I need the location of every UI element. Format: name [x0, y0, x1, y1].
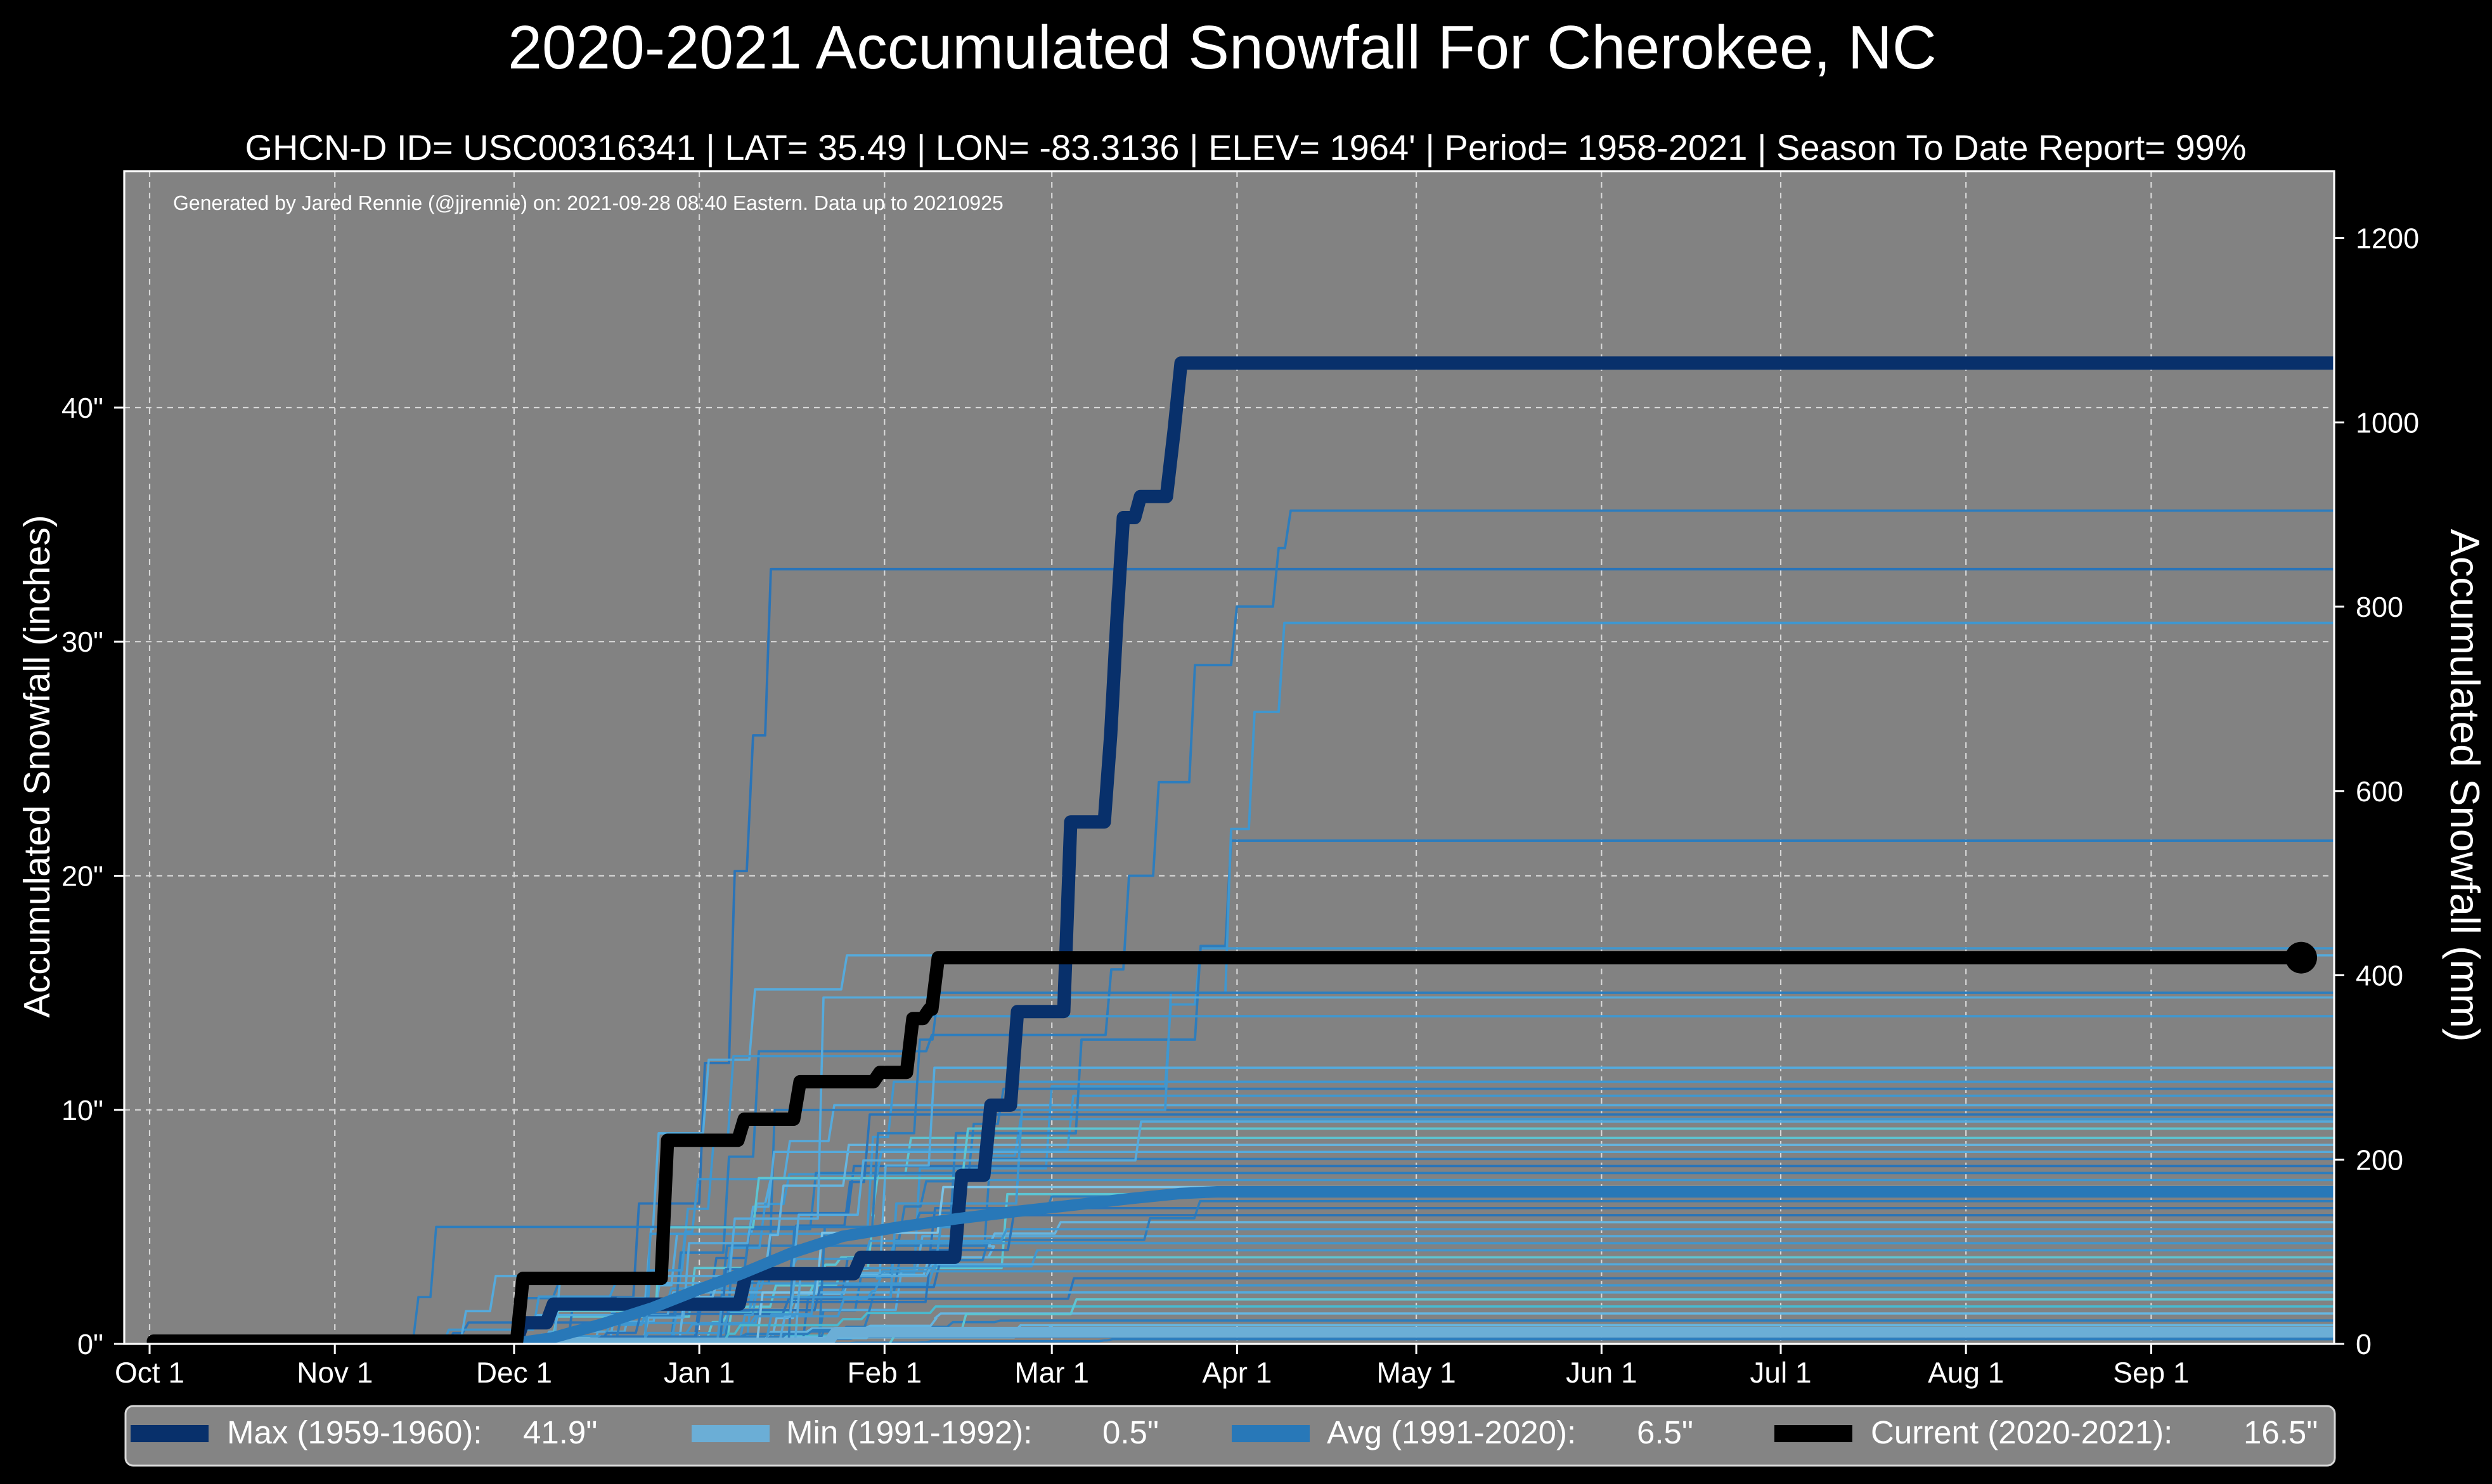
- svg-text:GHCN-D ID= USC00316341 | LAT=: GHCN-D ID= USC00316341 | LAT= 35.49 | LO…: [245, 127, 2246, 167]
- svg-text:Min (1991-1992):: Min (1991-1992):: [786, 1414, 1032, 1450]
- svg-text:Accumulated Snowfall (mm): Accumulated Snowfall (mm): [2442, 529, 2488, 1042]
- svg-text:Generated by Jared Rennie (@jj: Generated by Jared Rennie (@jjrennie) on…: [173, 191, 1004, 214]
- svg-text:Aug 1: Aug 1: [1928, 1356, 2004, 1389]
- svg-text:Dec 1: Dec 1: [476, 1356, 552, 1389]
- svg-text:Current (2020-2021):: Current (2020-2021):: [1871, 1414, 2172, 1450]
- svg-text:Jan 1: Jan 1: [664, 1356, 735, 1389]
- svg-text:0": 0": [77, 1328, 103, 1360]
- svg-text:Apr 1: Apr 1: [1202, 1356, 1272, 1389]
- svg-text:200: 200: [2356, 1144, 2403, 1176]
- svg-text:1200: 1200: [2356, 223, 2419, 255]
- svg-text:Accumulated Snowfall (inches): Accumulated Snowfall (inches): [16, 515, 58, 1017]
- svg-text:Jul 1: Jul 1: [1750, 1356, 1811, 1389]
- svg-text:Oct 1: Oct 1: [115, 1356, 184, 1389]
- svg-text:16.5": 16.5": [2243, 1414, 2318, 1450]
- svg-text:Avg (1991-2020):: Avg (1991-2020):: [1327, 1414, 1576, 1450]
- svg-text:800: 800: [2356, 591, 2403, 623]
- svg-text:Max (1959-1960):: Max (1959-1960):: [227, 1414, 482, 1450]
- svg-text:600: 600: [2356, 775, 2403, 808]
- svg-text:Feb 1: Feb 1: [847, 1356, 922, 1389]
- svg-text:30": 30": [61, 626, 103, 658]
- svg-text:1000: 1000: [2356, 406, 2419, 439]
- svg-text:2020-2021 Accumulated Snowfall: 2020-2021 Accumulated Snowfall For Chero…: [508, 13, 1937, 82]
- svg-text:6.5": 6.5": [1637, 1414, 1693, 1450]
- svg-text:Jun 1: Jun 1: [1566, 1356, 1637, 1389]
- svg-text:Mar 1: Mar 1: [1014, 1356, 1089, 1389]
- svg-text:Nov 1: Nov 1: [297, 1356, 373, 1389]
- svg-text:May 1: May 1: [1376, 1356, 1456, 1389]
- svg-text:0: 0: [2356, 1328, 2372, 1360]
- svg-text:41.9": 41.9": [523, 1414, 597, 1450]
- svg-text:0.5": 0.5": [1102, 1414, 1159, 1450]
- svg-text:400: 400: [2356, 960, 2403, 992]
- svg-text:20": 20": [61, 860, 103, 893]
- svg-text:Sep 1: Sep 1: [2113, 1356, 2189, 1389]
- svg-text:10": 10": [61, 1094, 103, 1126]
- svg-text:40": 40": [61, 392, 103, 424]
